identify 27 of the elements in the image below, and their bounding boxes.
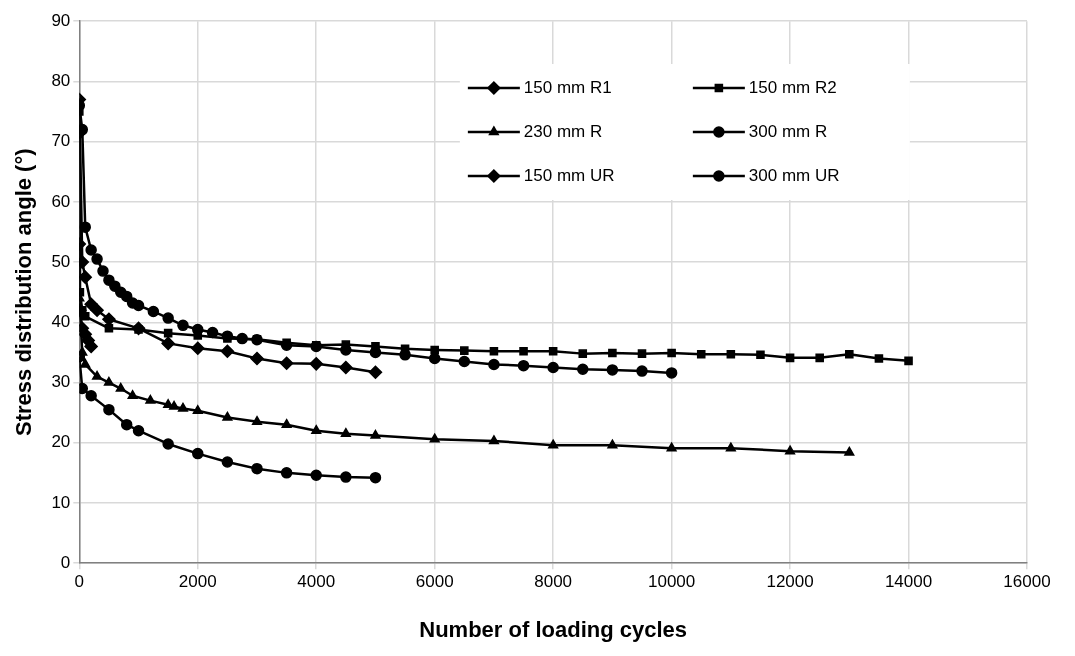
y-tick-label: 60: [51, 191, 71, 211]
y-tick-label: 0: [60, 552, 71, 572]
y-tick-label: 50: [51, 251, 71, 271]
x-tick-label: 0: [74, 572, 85, 592]
y-tick-label: 40: [51, 312, 71, 331]
x-tick-label: 12000: [766, 572, 814, 592]
legend-label: 300 mm R: [748, 121, 828, 141]
y-tick-label: 20: [51, 432, 71, 452]
legend-label: 150 mm R1: [523, 77, 612, 97]
x-tick-label: 8000: [534, 572, 573, 592]
y-tick-label: 80: [51, 71, 71, 91]
legend-label: 300 mm UR: [748, 165, 840, 185]
y-tick-label: 10: [51, 492, 71, 512]
y-tick-label: 90: [51, 10, 71, 30]
x-tick-label: 4000: [297, 572, 336, 592]
x-tick-label: 6000: [415, 572, 454, 592]
x-tick-label: 14000: [884, 572, 933, 592]
legend-label: 230 mm R: [523, 121, 603, 141]
x-axis-title: Number of loading cycles: [419, 616, 688, 642]
y-tick-label: 70: [51, 131, 71, 151]
y-axis-title: Stress distribution angle (°): [11, 148, 37, 436]
x-tick-label: 10000: [647, 572, 696, 592]
y-tick-label: 30: [51, 372, 71, 392]
legend-label: 150 mm UR: [523, 165, 615, 185]
x-tick-label: 16000: [1003, 572, 1051, 592]
x-tick-label: 2000: [178, 572, 217, 592]
legend-label: 150 mm R2: [748, 77, 837, 97]
